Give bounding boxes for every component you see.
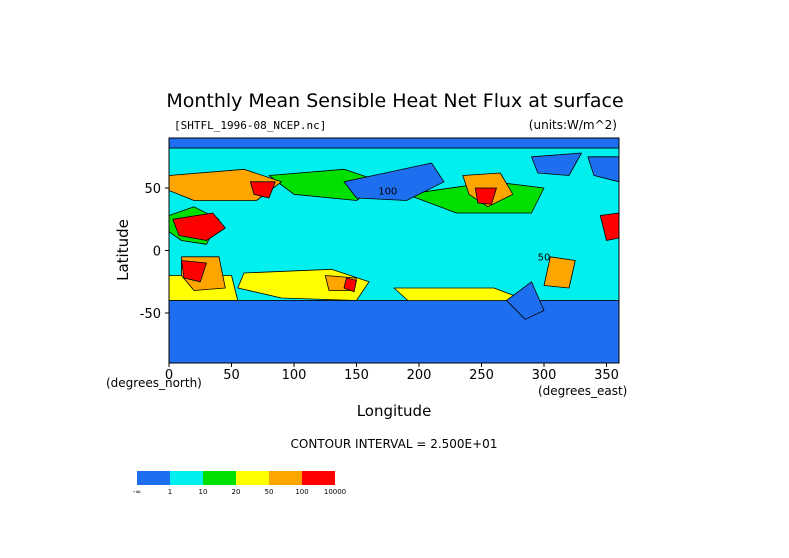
region-red-17 bbox=[343, 277, 357, 293]
legend-bin-label-2: 10 bbox=[199, 488, 208, 496]
legend-swatch-0 bbox=[137, 471, 170, 485]
region-red-15 bbox=[474, 187, 497, 205]
contour-label-1: 50 bbox=[538, 253, 551, 264]
y-tick-label-2: 50 bbox=[144, 182, 161, 197]
source-file-label: [SHTFL_1996-08_NCEP.nc] bbox=[174, 119, 326, 132]
legend-swatch-4 bbox=[269, 471, 302, 485]
x-axis-label: Longitude bbox=[357, 402, 432, 420]
x-tick-label-2: 100 bbox=[282, 368, 307, 383]
y-axis-label: Latitude bbox=[114, 219, 132, 281]
region-red-18 bbox=[599, 212, 619, 241]
legend-swatch-3 bbox=[236, 471, 269, 485]
legend-bin-label-6: 10000 bbox=[324, 488, 346, 496]
color-legend: -∞ 1 10 20 50 100 10000 bbox=[133, 471, 346, 496]
legend-bin-label-4: 50 bbox=[265, 488, 274, 496]
x-tick-label-0: 0 bbox=[165, 368, 173, 383]
region-red-14 bbox=[249, 181, 276, 199]
contour-interval-label: CONTOUR INTERVAL = 2.500E+01 bbox=[291, 437, 498, 451]
legend-swatch-2 bbox=[203, 471, 236, 485]
region-deep_blue-23 bbox=[587, 156, 619, 183]
x-tick-label-6: 300 bbox=[532, 368, 557, 383]
y-axis-ticks: -50 0 50 bbox=[140, 182, 169, 322]
y-tick-label-0: -50 bbox=[140, 307, 161, 322]
region-red-13 bbox=[172, 212, 226, 241]
x-tick-label-5: 250 bbox=[469, 368, 494, 383]
x-units-label: (degrees_east) bbox=[538, 384, 627, 398]
region-deep_blue-19 bbox=[169, 300, 619, 363]
x-tick-label-1: 50 bbox=[223, 368, 240, 383]
x-tick-label-4: 200 bbox=[407, 368, 432, 383]
y-units-label: (degrees_north) bbox=[106, 376, 202, 390]
x-tick-label-3: 150 bbox=[344, 368, 369, 383]
region-deep_blue-22 bbox=[506, 281, 545, 320]
legend-swatch-1 bbox=[170, 471, 203, 485]
y-tick-label-1: 0 bbox=[153, 245, 161, 260]
legend-bin-label-3: 20 bbox=[232, 488, 241, 496]
units-label: (units:W/m^2) bbox=[529, 118, 617, 132]
region-red-16 bbox=[181, 260, 207, 283]
region-deep_blue-21 bbox=[343, 162, 445, 201]
contour-label-0: 100 bbox=[378, 186, 397, 197]
x-axis-ticks: 0 50 100 150 200 250 300 350 bbox=[165, 363, 619, 383]
chart-title: Monthly Mean Sensible Heat Net Flux at s… bbox=[166, 90, 623, 112]
contour-labels: 100 50 bbox=[378, 186, 550, 263]
legend-bin-label-1: 1 bbox=[168, 488, 172, 496]
legend-bin-label-0: -∞ bbox=[133, 488, 141, 496]
region-deep_blue-20 bbox=[169, 138, 619, 149]
legend-swatch-5 bbox=[302, 471, 335, 485]
x-tick-label-7: 350 bbox=[594, 368, 619, 383]
region-orange-11 bbox=[543, 256, 576, 289]
legend-bin-label-5: 100 bbox=[295, 488, 308, 496]
region-deep_blue-24 bbox=[531, 152, 582, 176]
heatmap-field bbox=[169, 138, 619, 363]
